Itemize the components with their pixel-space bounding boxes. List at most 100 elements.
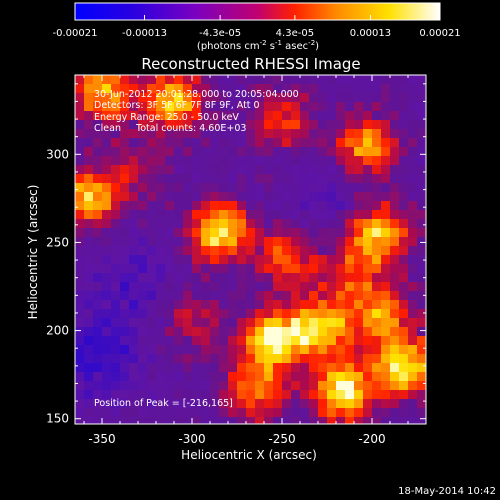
heatmap-cell — [237, 273, 246, 282]
heatmap-cell — [75, 300, 84, 309]
heatmap-cell — [111, 255, 120, 264]
heatmap-cell — [300, 174, 309, 183]
heatmap-cell — [282, 201, 291, 210]
heatmap-cell — [201, 399, 210, 408]
heatmap-cell — [300, 192, 309, 201]
x-tick-label: -250 — [268, 432, 295, 446]
heatmap-cell — [201, 372, 210, 381]
heatmap-cell — [75, 192, 84, 201]
heatmap-cell — [255, 102, 264, 111]
heatmap-cell — [102, 84, 111, 93]
heatmap-cell — [138, 174, 147, 183]
heatmap-cell — [174, 93, 183, 102]
heatmap-cell — [192, 381, 201, 390]
heatmap-cell — [228, 219, 237, 228]
heatmap-cell — [291, 183, 300, 192]
heatmap-cell — [264, 75, 273, 84]
heatmap-cell — [93, 300, 102, 309]
heatmap-cell — [156, 75, 165, 84]
heatmap-cell — [75, 417, 84, 424]
heatmap-cell — [381, 345, 390, 354]
heatmap-cell — [156, 354, 165, 363]
heatmap-cell — [327, 93, 336, 102]
heatmap-cell — [93, 399, 102, 408]
heatmap-cell — [246, 138, 255, 147]
heatmap-cell — [246, 273, 255, 282]
heatmap-cell — [246, 327, 255, 336]
heatmap-cell — [390, 147, 399, 156]
heatmap-cell — [138, 165, 147, 174]
heatmap-cell — [147, 93, 156, 102]
heatmap-cell — [201, 408, 210, 417]
heatmap-cell — [192, 417, 201, 424]
heatmap-cell — [147, 165, 156, 174]
heatmap-cell — [129, 102, 138, 111]
heatmap-cell — [84, 237, 93, 246]
heatmap-cell — [390, 201, 399, 210]
heatmap-cell — [75, 408, 84, 417]
heatmap-cell — [390, 174, 399, 183]
heatmap-cell — [165, 174, 174, 183]
heatmap-cell — [372, 291, 381, 300]
heatmap-cell — [327, 264, 336, 273]
heatmap-cell — [408, 408, 417, 417]
heatmap-cell — [129, 129, 138, 138]
heatmap-cell — [318, 354, 327, 363]
heatmap-cell — [354, 372, 363, 381]
heatmap-cell — [336, 237, 345, 246]
heatmap-cell — [318, 264, 327, 273]
heatmap-cell — [201, 201, 210, 210]
heatmap-cell — [264, 183, 273, 192]
heatmap-cell — [399, 201, 408, 210]
heatmap-cell — [390, 165, 399, 174]
heatmap-cell — [408, 102, 417, 111]
heatmap-cell — [390, 300, 399, 309]
heatmap-cell — [318, 84, 327, 93]
heatmap-cell — [300, 111, 309, 120]
heatmap-cell — [399, 354, 408, 363]
heatmap-cell — [309, 417, 318, 424]
heatmap-cell — [111, 363, 120, 372]
heatmap-cell — [192, 408, 201, 417]
heatmap-cell — [174, 210, 183, 219]
heatmap-cell — [147, 228, 156, 237]
heatmap-cell — [300, 399, 309, 408]
heatmap-cell — [183, 102, 192, 111]
heatmap-cell — [210, 219, 219, 228]
heatmap-cell — [237, 417, 246, 424]
heatmap-cell — [219, 237, 228, 246]
heatmap-cell — [138, 264, 147, 273]
heatmap-cell — [165, 408, 174, 417]
heatmap-cell — [75, 291, 84, 300]
heatmap-cell — [75, 129, 84, 138]
heatmap-cell — [354, 183, 363, 192]
heatmap-cell — [156, 318, 165, 327]
heatmap-cell — [354, 237, 363, 246]
heatmap-cell — [300, 273, 309, 282]
heatmap-cell — [93, 390, 102, 399]
heatmap-cell — [210, 300, 219, 309]
heatmap-cell — [192, 282, 201, 291]
heatmap-cell — [318, 210, 327, 219]
heatmap-cell — [264, 390, 273, 399]
heatmap-cell — [165, 201, 174, 210]
heatmap-cell — [363, 210, 372, 219]
heatmap-cell — [399, 291, 408, 300]
heatmap-cell — [273, 75, 282, 84]
heatmap-cell — [300, 318, 309, 327]
heatmap-cell — [354, 318, 363, 327]
heatmap-cell — [264, 309, 273, 318]
heatmap-cell — [264, 300, 273, 309]
heatmap-cell — [417, 210, 426, 219]
heatmap-cell — [102, 363, 111, 372]
heatmap-cell — [309, 84, 318, 93]
colorbar-tick-label: -4.3e-05 — [199, 28, 241, 39]
heatmap-cell — [102, 309, 111, 318]
heatmap-cell — [111, 264, 120, 273]
heatmap-cell — [210, 327, 219, 336]
heatmap-cell — [102, 372, 111, 381]
heatmap-cell — [201, 93, 210, 102]
heatmap-cell — [327, 309, 336, 318]
heatmap-cell — [84, 138, 93, 147]
heatmap-cell — [327, 363, 336, 372]
